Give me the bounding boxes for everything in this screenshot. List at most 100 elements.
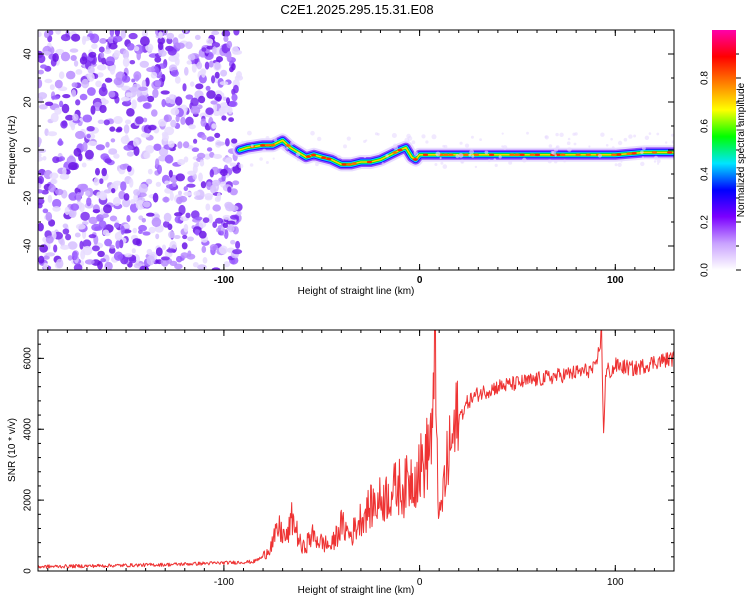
snr-point bbox=[536, 379, 538, 381]
ridge-scatter bbox=[641, 156, 645, 159]
ridge-scatter bbox=[363, 155, 367, 159]
ridge-scatter bbox=[559, 132, 564, 137]
noise-dot bbox=[87, 141, 98, 146]
snr-series bbox=[38, 330, 674, 569]
noise-dot bbox=[146, 248, 153, 256]
noise-dot bbox=[209, 60, 214, 68]
ridge-scatter bbox=[431, 134, 437, 140]
noise-dot bbox=[231, 88, 236, 96]
noise-dot bbox=[122, 49, 130, 60]
ridge-scatter bbox=[468, 153, 472, 157]
ridge-peak bbox=[422, 153, 429, 157]
noise-dot bbox=[236, 71, 242, 79]
noise-dot bbox=[132, 227, 138, 234]
ridge-scatter bbox=[610, 137, 613, 141]
noise-dot bbox=[74, 232, 81, 238]
noise-dot bbox=[68, 192, 78, 201]
noise-dot bbox=[215, 141, 226, 146]
noise-dot bbox=[201, 134, 207, 140]
noise-dot bbox=[82, 239, 92, 248]
noise-dot bbox=[73, 147, 82, 157]
snr-point bbox=[634, 368, 636, 370]
noise-dot bbox=[183, 186, 188, 192]
ridge-scatter bbox=[425, 140, 429, 144]
noise-dot bbox=[213, 154, 223, 159]
ridge-peak bbox=[626, 152, 632, 155]
x-tick-label: 0 bbox=[417, 577, 423, 588]
noise-dot bbox=[112, 35, 123, 43]
ridge-scatter bbox=[614, 163, 618, 167]
noise-dot bbox=[153, 143, 162, 151]
ridge-scatter bbox=[459, 141, 463, 145]
noise-dot bbox=[111, 188, 116, 194]
noise-dot bbox=[128, 32, 138, 40]
noise-dot bbox=[205, 203, 211, 211]
noise-dot bbox=[230, 239, 236, 245]
y-tick-label: 40 bbox=[23, 48, 34, 60]
noise-dot bbox=[101, 167, 107, 177]
ridge-scatter bbox=[296, 159, 299, 162]
noise-dot bbox=[60, 34, 71, 42]
snr-point bbox=[292, 517, 294, 519]
noise-dot bbox=[53, 244, 58, 253]
ridge-peak bbox=[260, 144, 266, 147]
snr-point bbox=[415, 475, 417, 477]
noise-dot bbox=[87, 65, 95, 75]
noise-dot bbox=[99, 38, 107, 44]
noise-dot bbox=[163, 114, 172, 122]
noise-dot bbox=[112, 196, 121, 207]
noise-dot bbox=[56, 258, 64, 269]
noise-dot bbox=[50, 112, 59, 123]
noise-dot bbox=[38, 182, 42, 189]
noise-dot bbox=[151, 217, 162, 228]
ridge-peak bbox=[326, 157, 332, 161]
noise-dot bbox=[108, 247, 116, 254]
noise-dot bbox=[81, 162, 87, 168]
noise-dot bbox=[69, 48, 79, 53]
noise-dot bbox=[71, 89, 77, 98]
noise-dot bbox=[211, 42, 221, 48]
ridge-scatter bbox=[628, 134, 633, 139]
noise-dot bbox=[136, 50, 141, 61]
ridge-scatter bbox=[640, 161, 645, 167]
noise-dot bbox=[222, 222, 228, 228]
noise-dot bbox=[168, 231, 175, 239]
noise-dot bbox=[161, 74, 166, 82]
noise-dot bbox=[52, 198, 62, 209]
noise-dot bbox=[205, 107, 214, 115]
ridge-scatter bbox=[555, 145, 560, 150]
ridge-scatter bbox=[470, 135, 474, 139]
noise-dot bbox=[231, 138, 238, 144]
ridge-scatter bbox=[501, 145, 504, 148]
noise-dot bbox=[166, 248, 176, 253]
noise-dot bbox=[135, 116, 144, 125]
noise-dot bbox=[211, 75, 216, 84]
noise-dot bbox=[206, 147, 213, 152]
noise-dot bbox=[100, 258, 106, 263]
noise-dot bbox=[155, 233, 160, 240]
noise-dot bbox=[91, 245, 100, 252]
noise-dot bbox=[62, 223, 69, 229]
noise-dot bbox=[168, 169, 173, 178]
noise-dot bbox=[38, 175, 44, 185]
noise-dot bbox=[164, 180, 170, 185]
noise-dot bbox=[62, 94, 71, 99]
ridge-scatter bbox=[385, 154, 389, 158]
noise-dot bbox=[80, 249, 86, 260]
snr-point bbox=[595, 368, 597, 370]
ridge-scatter bbox=[241, 140, 244, 143]
ridge-scatter bbox=[363, 140, 367, 143]
noise-dot bbox=[120, 225, 125, 235]
ridge-scatter bbox=[393, 143, 397, 148]
noise-dot bbox=[86, 133, 91, 139]
noise-dot bbox=[201, 69, 206, 78]
ridge-peak bbox=[463, 153, 469, 157]
noise-dot bbox=[116, 126, 123, 132]
noise-dot bbox=[228, 117, 235, 122]
noise-dot bbox=[88, 216, 98, 225]
noise-dot bbox=[146, 212, 155, 217]
y-tick-label: 20 bbox=[23, 96, 34, 108]
ridge-scatter bbox=[250, 144, 254, 148]
snr-point bbox=[458, 418, 460, 420]
noise-dot bbox=[100, 97, 106, 103]
